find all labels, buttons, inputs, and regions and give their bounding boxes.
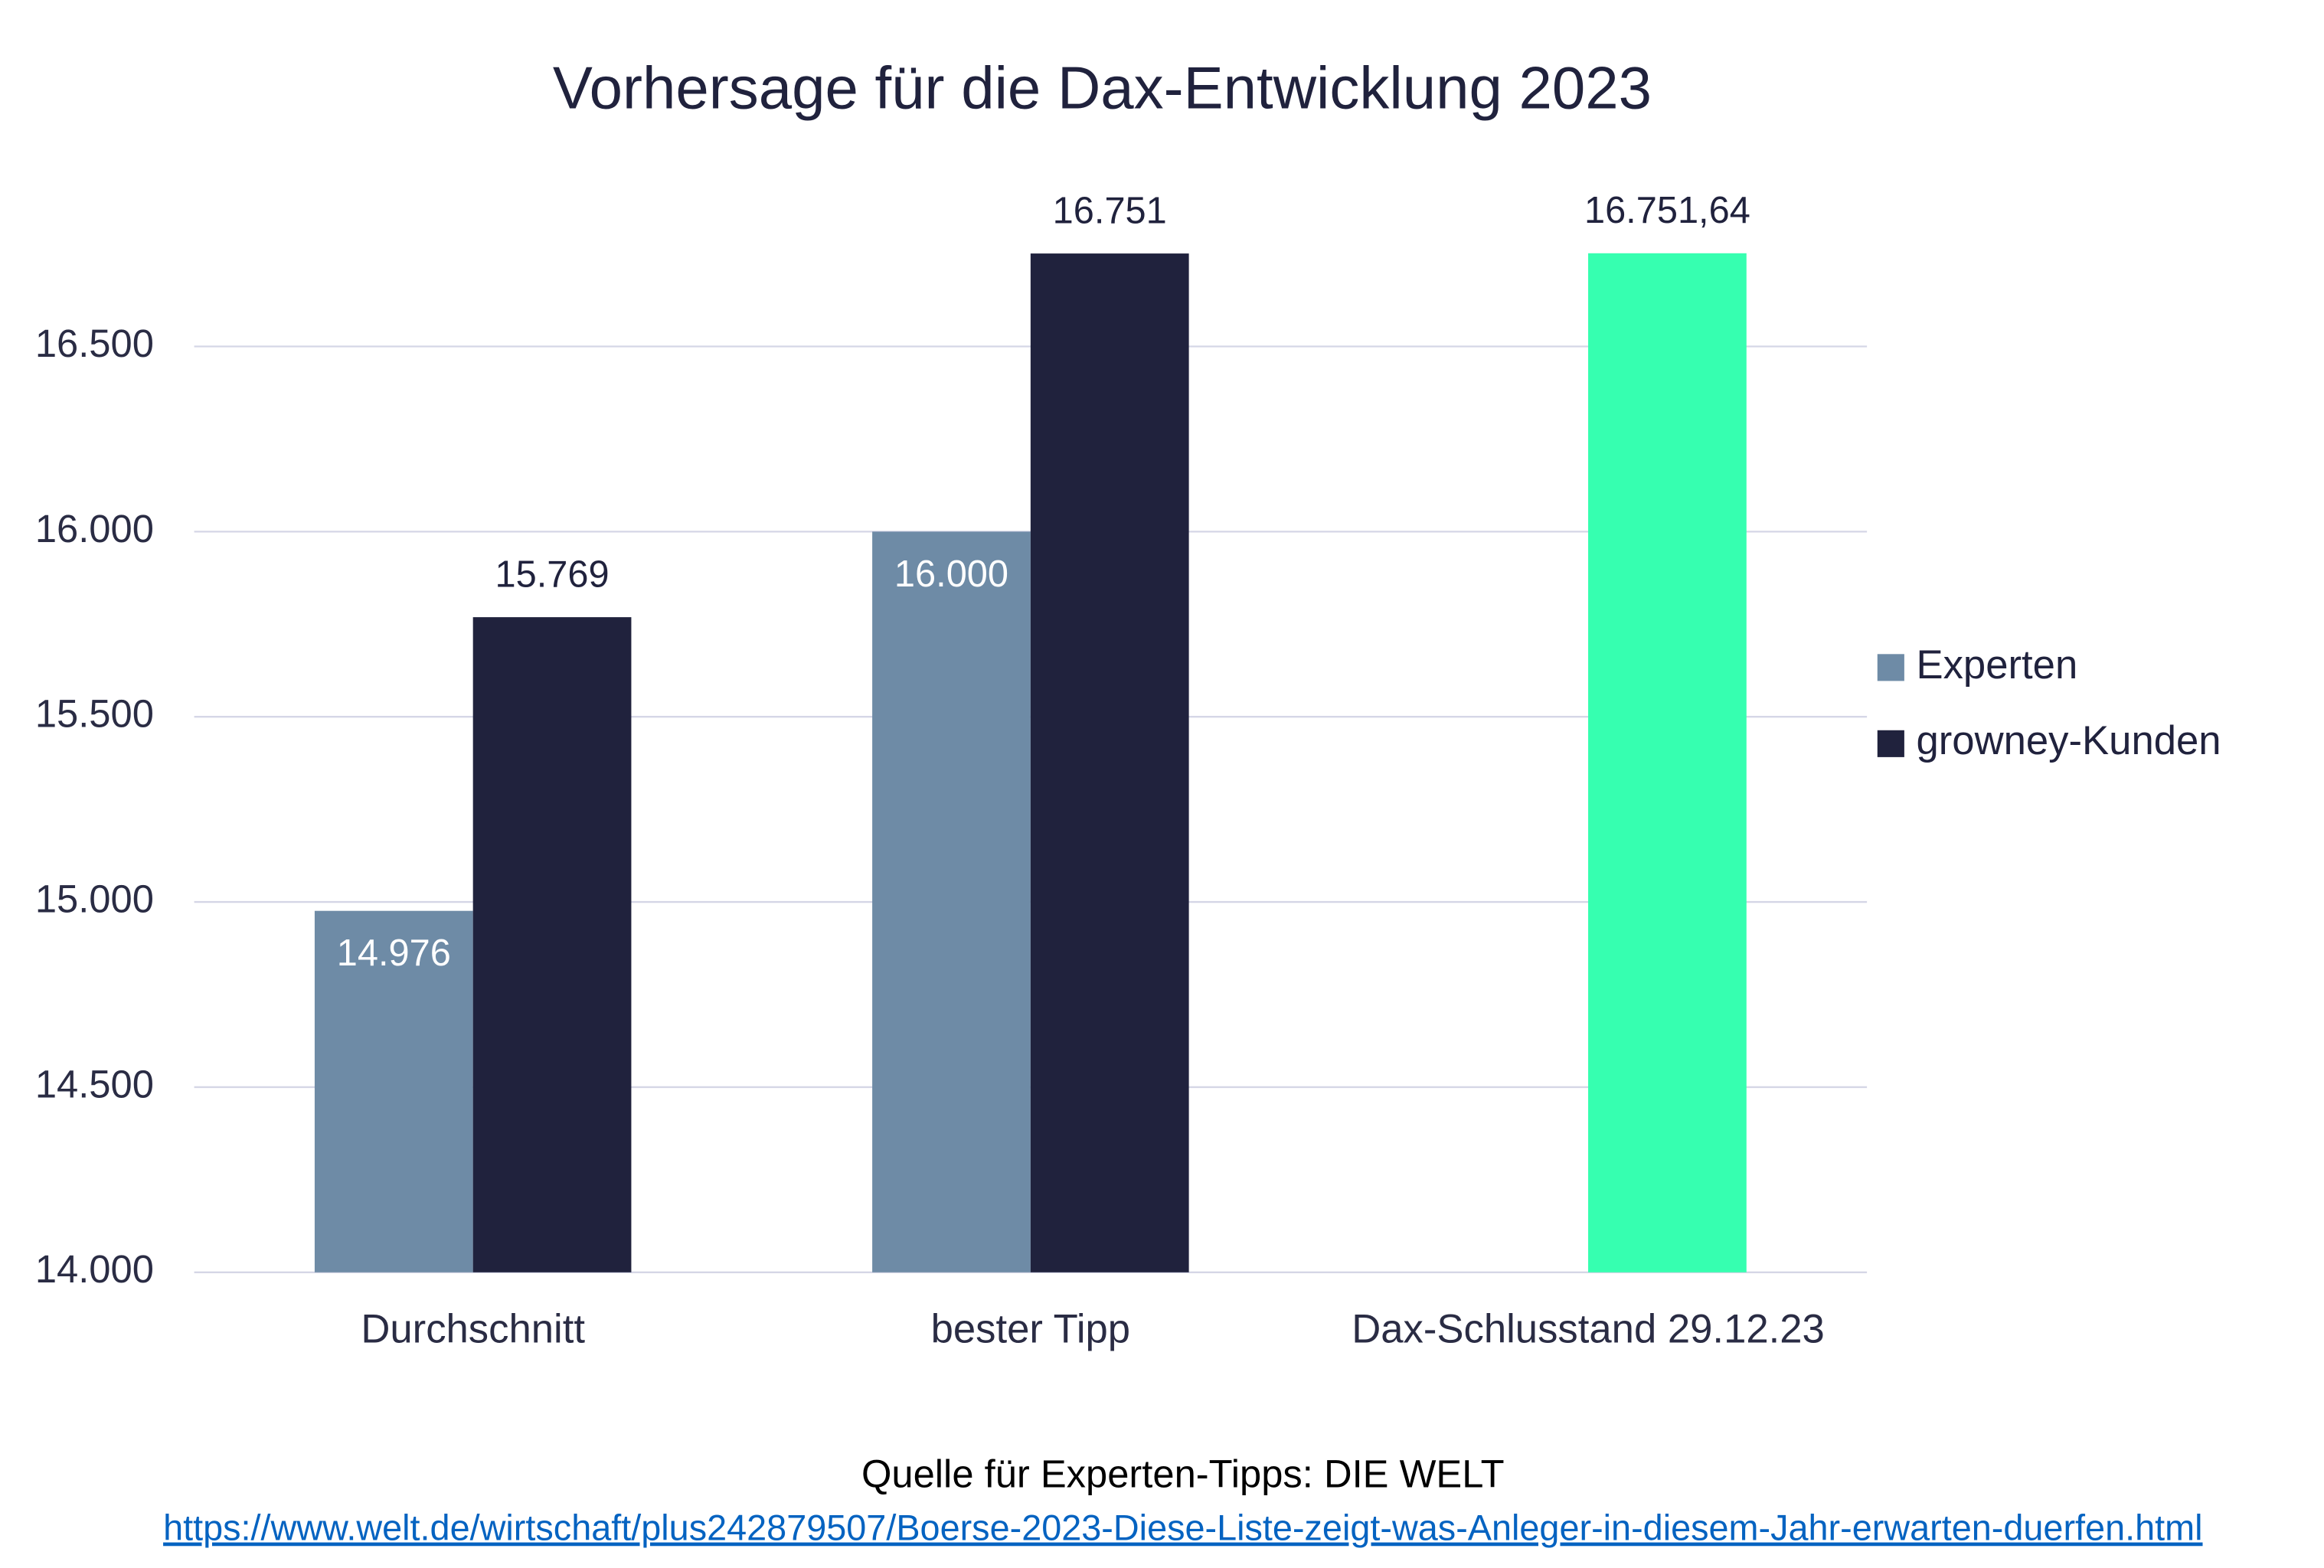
y-tick-label: 14.000 bbox=[35, 1247, 154, 1291]
data-label: 16.751,64 bbox=[1584, 190, 1750, 231]
source-link[interactable]: https://www.welt.de/wirtschaft/plus24287… bbox=[163, 1508, 2202, 1548]
legend-label: Experten bbox=[1916, 642, 2077, 688]
y-tick-label: 15.500 bbox=[35, 692, 154, 736]
data-label: 16.000 bbox=[894, 554, 1008, 595]
bar bbox=[1588, 253, 1747, 1272]
bar bbox=[472, 617, 632, 1272]
data-label: 16.751 bbox=[1053, 190, 1167, 231]
source-note: Quelle für Experten-Tipps: DIE WELT bbox=[861, 1452, 1505, 1495]
bar bbox=[1030, 253, 1189, 1272]
legend-label: growney-Kunden bbox=[1916, 718, 2221, 763]
bar bbox=[314, 910, 473, 1272]
x-tick-label: bester Tipp bbox=[931, 1307, 1131, 1352]
data-label: 14.976 bbox=[337, 933, 451, 974]
y-tick-label: 16.000 bbox=[35, 507, 154, 550]
x-tick-label: Dax-Schlusstand 29.12.23 bbox=[1352, 1307, 1825, 1352]
y-tick-label: 15.000 bbox=[35, 877, 154, 920]
legend-swatch bbox=[1877, 730, 1904, 757]
y-tick-label: 14.500 bbox=[35, 1062, 154, 1106]
legend-swatch bbox=[1877, 654, 1904, 681]
x-tick-label: Durchschnitt bbox=[361, 1307, 585, 1352]
chart-title: Vorhersage für die Dax-Entwicklung 2023 bbox=[553, 54, 1652, 122]
y-tick-label: 16.500 bbox=[35, 322, 154, 365]
bar bbox=[872, 531, 1031, 1272]
data-label: 15.769 bbox=[495, 554, 610, 595]
